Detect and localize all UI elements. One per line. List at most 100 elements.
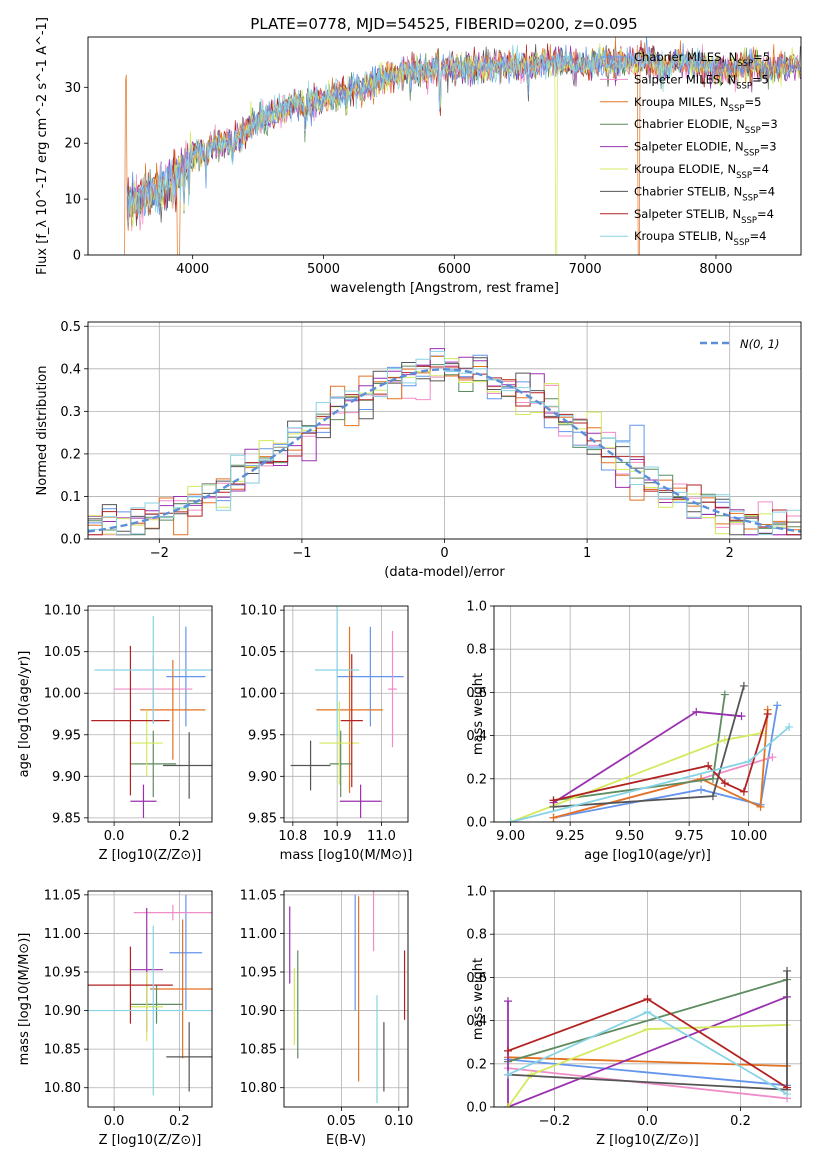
legend-entry: Salpeter STELIB, NSSP=4 <box>634 207 774 226</box>
weight-series-line <box>507 995 788 1107</box>
legend-subscript: SSP <box>742 193 758 203</box>
legend-entry-rest: =4 <box>749 229 766 243</box>
weight-series-line <box>510 732 761 822</box>
legend-entry: Kroupa ELODIE, NSSP=4 <box>634 162 769 181</box>
y-tick-label: 0.0 <box>466 816 487 831</box>
weight-marker <box>773 701 782 710</box>
histogram-step <box>88 350 801 539</box>
weight-marker <box>692 707 701 716</box>
y-tick-label: 0.5 <box>60 320 81 335</box>
weight-marker <box>756 802 765 811</box>
y-axis-label: mass [log10(M/M⊙)] <box>17 933 32 1066</box>
y-tick-label: 0.2 <box>466 772 487 787</box>
y-tick-label: 9.90 <box>248 770 277 785</box>
y-tick-label: 10.90 <box>240 1004 277 1019</box>
panel-age-vs-mass: 10.8 10.9 11.0 9.85 9.90 9.95 10.00 10.05 10.10 m… <box>240 604 413 863</box>
weight-series-line <box>553 709 769 819</box>
y-tick-label: 10.85 <box>44 1043 81 1058</box>
x-tick-label: 0.2 <box>169 829 190 844</box>
weight-marker <box>744 757 753 766</box>
x-tick-label: 10.9 <box>323 829 352 844</box>
y-tick-label: 10.10 <box>240 604 277 619</box>
legend-entry-rest: =3 <box>760 140 777 154</box>
panel-mass-vs-ebv: 0.05 0.10 10.80 10.85 10.90 10.95 11.00 11.05 E(… <box>240 888 414 1148</box>
x-tick-label: 1 <box>583 546 591 561</box>
weight-marker <box>768 753 777 762</box>
x-tick-label: 11.0 <box>367 829 396 844</box>
plot-area <box>88 348 801 539</box>
figure-title: PLATE=0778, MJD=54525, FIBERID=0200, z=0… <box>250 15 637 33</box>
panel-age-vs-z: 0.0 0.2 9.85 9.90 9.95 10.00 10.05 10.10 Z [log1… <box>17 604 213 863</box>
y-tick-label: 10.90 <box>44 1004 81 1019</box>
legend-entry: Kroupa MILES, NSSP=5 <box>634 95 761 114</box>
weight-marker <box>737 712 746 721</box>
plot-area <box>503 966 792 1107</box>
legend-entry-rest: =5 <box>752 72 769 86</box>
x-tick-label: 0.0 <box>637 1114 658 1129</box>
weight-series-line <box>507 1058 788 1087</box>
y-tick-label: 11.00 <box>44 927 81 942</box>
y-tick-label: 9.95 <box>248 728 277 743</box>
legend-entry: Salpeter MILES, NSSP=5 <box>634 72 769 91</box>
x-tick-label: 9.25 <box>556 829 585 844</box>
weight-marker <box>708 792 717 801</box>
y-tick-label: 0.8 <box>466 643 487 658</box>
x-tick-label: −2 <box>150 546 169 561</box>
weight-marker <box>704 761 713 770</box>
legend-entry-rest: =3 <box>761 117 778 131</box>
y-tick-label: 0.8 <box>466 928 487 943</box>
weight-series-line <box>507 978 788 1063</box>
weight-marker <box>527 1070 536 1079</box>
weight-marker <box>549 796 558 805</box>
x-tick-label: 6000 <box>438 262 471 277</box>
x-axis-label: Z [log10(Z/Z⊙)] <box>596 1133 699 1148</box>
axes-frame <box>87 36 802 256</box>
y-tick-label: 30 <box>64 81 81 96</box>
x-tick-label: 9.00 <box>496 829 525 844</box>
weight-marker <box>785 722 794 731</box>
weight-marker <box>720 690 729 699</box>
y-tick-label: 11.00 <box>240 927 277 942</box>
y-tick-label: 10.00 <box>240 687 277 702</box>
x-tick-label: 2 <box>726 546 734 561</box>
plot-area <box>124 37 801 255</box>
y-tick-label: 0.2 <box>60 447 81 462</box>
panel-weight-vs-age: 9.00 9.25 9.50 9.75 10.00 0.0 0.2 0.4 0.6 0.8 1.0 a… <box>466 600 802 863</box>
y-tick-label: 10.05 <box>240 645 277 660</box>
spectrum-series-line <box>127 44 716 224</box>
x-tick-label: 10.00 <box>730 829 767 844</box>
weight-marker <box>643 995 652 1003</box>
y-axis-label: mass weight <box>471 958 486 1040</box>
y-tick-label: 0.6 <box>466 971 487 986</box>
x-axis-label: wavelength [Angstrom, rest frame] <box>330 281 559 296</box>
x-tick-label: 0.2 <box>730 1114 751 1129</box>
plot-area <box>506 681 794 822</box>
x-tick-label: 0.0 <box>104 829 125 844</box>
x-tick-label: 9.75 <box>675 829 704 844</box>
x-tick-label: 4000 <box>176 262 209 277</box>
y-tick-label: 9.90 <box>52 770 81 785</box>
y-tick-label: 0 <box>73 249 81 264</box>
y-axis-label: mass weight <box>471 673 486 755</box>
axes-frame <box>493 890 802 1108</box>
x-axis-label: mass [log10(M/M⊙)] <box>280 848 413 863</box>
y-tick-label: 11.05 <box>240 888 277 903</box>
legend-subscript: SSP <box>744 149 760 159</box>
plot-area <box>289 891 406 1104</box>
y-tick-label: 1.0 <box>466 600 487 615</box>
y-tick-label: 9.95 <box>52 728 81 743</box>
y-tick-label: 10 <box>64 193 81 208</box>
axes-frame <box>283 890 409 1108</box>
x-tick-label: 8000 <box>699 262 732 277</box>
x-tick-label: 0 <box>440 546 448 561</box>
axes-frame <box>87 321 802 540</box>
panel-weight-vs-z: −0.2 0.0 0.2 0.0 0.2 0.4 0.6 0.8 1.0 Z [log10(Z/Z… <box>466 885 802 1148</box>
legend-entry-rest: =4 <box>752 162 769 176</box>
weight-marker <box>739 787 748 796</box>
y-tick-label: 10.80 <box>44 1081 81 1096</box>
y-tick-label: 10.95 <box>44 966 81 981</box>
plot-area <box>88 894 212 1096</box>
weight-marker <box>503 997 512 1006</box>
y-tick-label: 20 <box>64 137 81 152</box>
legend-subscript: SSP <box>729 104 745 114</box>
